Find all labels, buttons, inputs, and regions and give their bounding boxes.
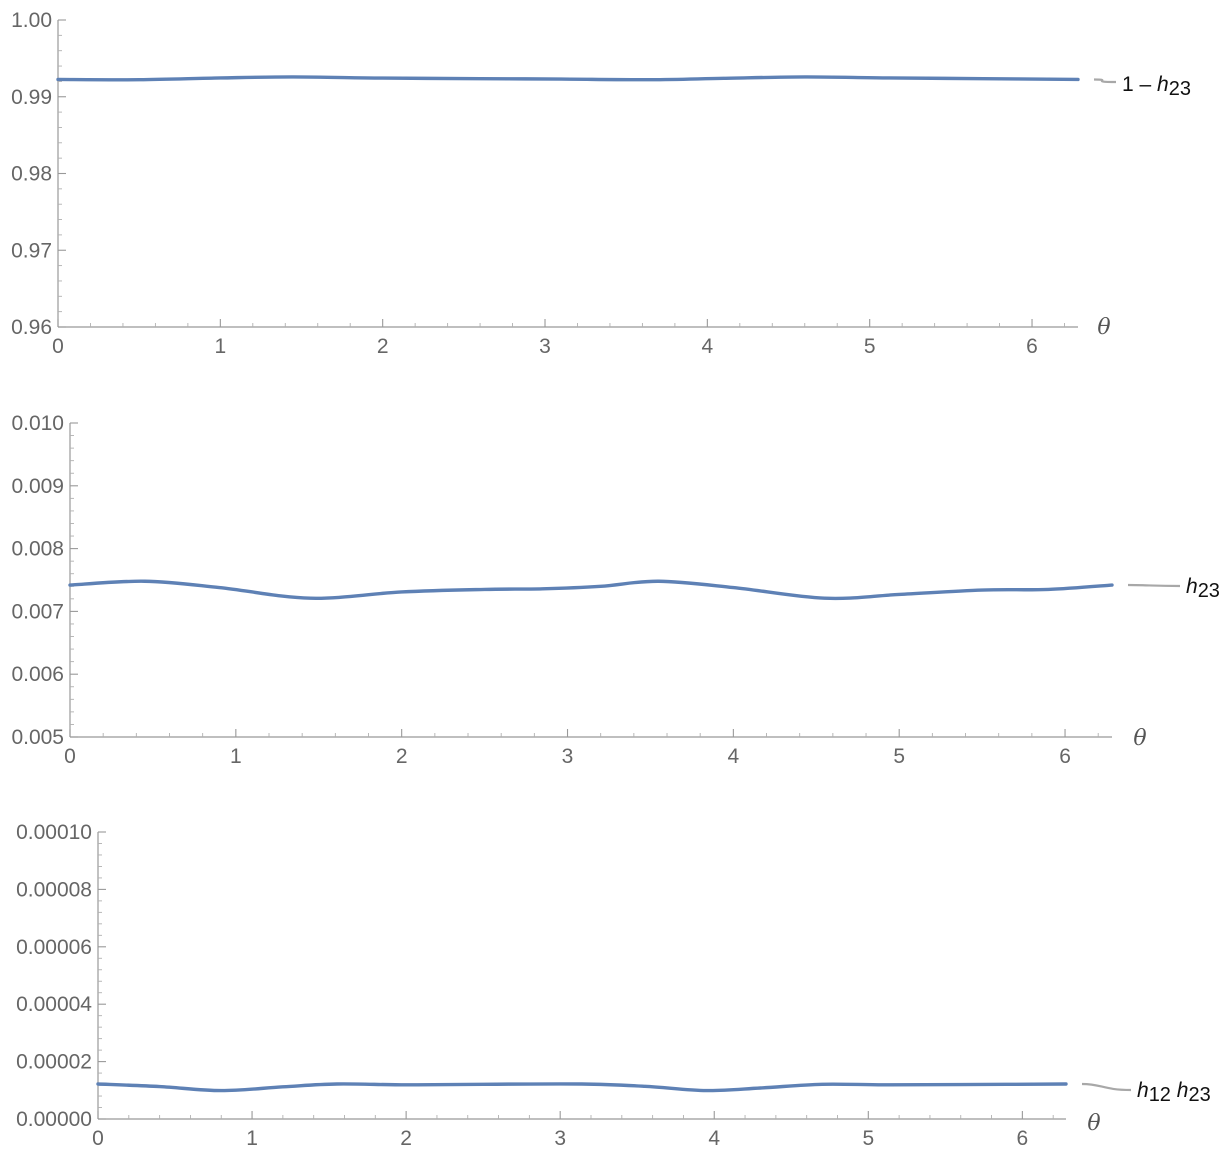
- x-tick-label: 2: [377, 335, 389, 358]
- series-line: [56, 75, 1080, 82]
- x-tick-label: 1: [230, 745, 242, 768]
- x-tick-label: 0: [92, 1127, 104, 1150]
- x-tick-label: 0: [52, 335, 64, 358]
- panel-1-minus-h23: 0 1 2 3 4 5 6 0.96 0.97 0.98 0.99 1.00 θ 1 – h23: [11, 9, 1191, 358]
- y-tick-label: 0.96: [11, 316, 52, 339]
- x-tick-label: 3: [539, 335, 551, 358]
- x-tick-label: 1: [246, 1127, 258, 1150]
- x-tick-label: 4: [708, 1127, 720, 1150]
- x-tick-label: 4: [728, 745, 740, 768]
- x-tick-label: 0: [64, 745, 76, 768]
- y-tick-label: 0.009: [11, 475, 64, 498]
- y-tick-label: 0.005: [11, 726, 64, 749]
- panel-h23: 0 1 2 3 4 5 6 0.005 0.006 0.007 0.008 0.009 0.010 θ h2…: [11, 412, 1220, 768]
- series-label: 1 – h23: [1122, 73, 1191, 100]
- x-tick-label: 2: [396, 745, 408, 768]
- series-label: h23: [1186, 575, 1220, 602]
- series-label-leader: [1081, 1082, 1132, 1092]
- x-tick-label: 4: [702, 335, 714, 358]
- y-tick-label: 0.010: [11, 412, 64, 435]
- y-tick-label: 0.00010: [16, 821, 92, 844]
- series-line: [68, 579, 1114, 601]
- series-label: h12 h23: [1137, 1079, 1211, 1106]
- series-label-leader: [1127, 583, 1181, 588]
- y-tick-label: 1.00: [11, 9, 52, 32]
- x-axis-label: θ: [1133, 726, 1146, 751]
- y-tick-label: 0.00000: [16, 1108, 92, 1131]
- y-tick-label: 0.98: [11, 163, 52, 186]
- y-tick-label: 0.00004: [16, 993, 92, 1016]
- panel-h12-h23: 0 1 2 3 4 5 6 0.00000 0.00002 0.00004 0.00006 0.000…: [16, 821, 1211, 1150]
- x-tick-label: 5: [864, 335, 876, 358]
- x-tick-label: 3: [562, 745, 574, 768]
- series-line: [96, 1082, 1068, 1093]
- x-tick-label: 6: [1026, 335, 1038, 358]
- y-tick-label: 0.00008: [16, 878, 92, 901]
- y-tick-label: 0.007: [11, 600, 64, 623]
- x-tick-label: 6: [1017, 1127, 1029, 1150]
- y-tick-label: 0.00006: [16, 936, 92, 959]
- y-tick-label: 0.00002: [16, 1051, 92, 1074]
- x-axis-label: θ: [1087, 1111, 1100, 1136]
- x-tick-label: 3: [554, 1127, 566, 1150]
- y-tick-label: 0.006: [11, 663, 64, 686]
- y-tick-label: 0.97: [11, 239, 52, 262]
- x-tick-label: 2: [400, 1127, 412, 1150]
- x-axis-label: θ: [1097, 315, 1110, 340]
- y-tick-label: 0.008: [11, 538, 64, 561]
- x-tick-label: 5: [862, 1127, 874, 1150]
- x-tick-label: 1: [214, 335, 226, 358]
- x-tick-label: 5: [893, 745, 905, 768]
- y-tick-label: 0.99: [11, 86, 52, 109]
- x-tick-label: 6: [1059, 745, 1071, 768]
- series-label-leader: [1093, 78, 1117, 84]
